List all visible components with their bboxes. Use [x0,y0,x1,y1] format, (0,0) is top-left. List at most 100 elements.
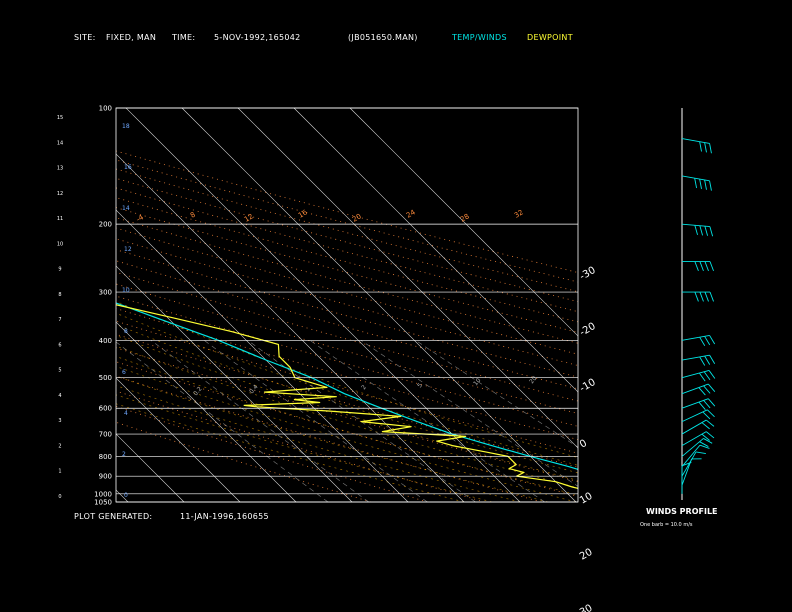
dry-adiabat-label: 12 [243,212,255,223]
wind-barb-shaft [681,369,710,379]
dry-adiabat [116,227,578,355]
wind-barb-feather [703,438,713,444]
time-label: TIME: [172,33,196,42]
plot-generated-label: PLOT GENERATED: [74,512,153,521]
file-name: (JB051650.MAN) [348,33,418,42]
pressure-tick-label: 1000 [94,490,112,498]
height-tick-label: 4 [58,393,61,399]
dry-adiabat-label: 8 [189,211,197,220]
dry-adiabat [116,347,578,483]
mixing-ratio-line [309,340,545,502]
moist-adiabat [116,403,465,502]
wind-barb-feather [709,226,714,237]
wind-barb-feather [698,372,706,382]
wind-barb-feather [704,261,709,272]
moist-adiabat [116,345,578,489]
wind-barb-feather [704,142,707,153]
wind-barb-feather [707,383,716,392]
legend-dewpoint: DEWPOINT [527,33,573,42]
pressure-tick-label: 900 [99,473,112,481]
wind-barb-shaft [681,383,709,395]
mixing-ratio-line [360,340,578,487]
temperature-right-label: 0 [578,438,589,451]
height-tick-label: 15 [57,115,63,121]
wind-barb [681,461,692,494]
dry-adiabat [116,260,578,390]
wind-barb-feather [709,354,716,364]
wind-barb-feather [698,387,706,396]
pressure-tick-label: 800 [99,453,112,461]
wind-barb-feather [707,409,715,418]
wind-barb-feather [704,179,707,190]
isotherm [237,108,578,449]
wind-barb-shaft [681,223,710,228]
isotherm [116,433,185,502]
moist-adiabat [116,301,578,458]
height-label: 14 [122,205,130,212]
pressure-tick-label: 500 [99,374,112,382]
dry-adiabat [116,333,578,468]
height-tick-label: 3 [58,418,61,424]
height-tick-label: 8 [58,292,61,298]
dry-adiabat [116,375,542,502]
wind-barb-feather [709,143,712,154]
wind-barb [681,369,716,382]
wind-barb-shaft [681,419,707,435]
wind-barb-shaft [681,451,697,477]
pressure-tick-label: 1050 [94,499,112,507]
plot-generated-value: 11-JAN-1996,160655 [180,512,269,521]
time-value: 5-NOV-1992,165042 [214,33,301,42]
mixing-ratio-label: 0.2 [192,385,204,397]
mixing-ratio-label: 2 [360,384,368,392]
wind-barb-feather [709,261,714,272]
isotherm [116,377,241,502]
temperature-right-label: 20 [578,547,595,563]
wind-barb-feather [694,261,699,272]
wind-barb-feather [699,356,706,366]
wind-barb-feather [699,336,706,347]
mixing-ratio-line [415,340,578,448]
dewpoint-profile [116,304,578,489]
height-label: 10 [122,287,130,294]
wind-barb-feather [703,400,711,409]
wind-barb-shaft [681,444,701,467]
legend-temp-winds: TEMP/WINDS [452,33,507,42]
dry-adiabat [116,320,578,454]
wind-barb-feather [709,180,712,191]
height-tick-label: 10 [57,241,63,247]
dry-adiabat-label: 28 [459,212,471,223]
wind-barb [681,334,716,347]
wind-barb-feather [707,398,716,407]
winds-profile-title: WINDS PROFILE [646,507,718,516]
moist-adiabat [116,335,578,481]
dry-adiabat [116,361,578,497]
dry-adiabat-label: -4 [135,213,146,224]
wind-barb-feather [704,336,711,346]
height-label: 18 [122,123,130,130]
height-label: 16 [124,164,132,171]
pressure-tick-label: 200 [99,221,112,229]
height-tick-label: 1 [58,469,61,475]
wind-barb-feather [704,291,709,302]
isotherm [125,108,521,502]
dry-adiabat [116,390,485,502]
wind-barb-feather [702,411,711,420]
height-tick-label: 5 [58,368,61,374]
moist-adiabat [116,385,521,502]
height-label: 6 [122,369,126,376]
wind-barb-feather [699,225,704,236]
wind-barb [681,175,712,191]
wind-barb-feather [694,178,697,189]
wind-barb-feather [699,291,704,302]
wind-barb-feather [699,441,709,447]
wind-barb [681,458,702,486]
wind-barb [681,409,715,423]
wind-barb-shaft [681,398,709,409]
height-tick-label: 12 [57,191,63,197]
mixing-ratio-line [116,341,329,502]
temperature-right-label: -10 [578,377,598,395]
winds-profile-note: One barb = 10.0 m/s [640,522,693,528]
wind-barb [681,138,712,154]
wind-barb-feather [704,355,711,365]
